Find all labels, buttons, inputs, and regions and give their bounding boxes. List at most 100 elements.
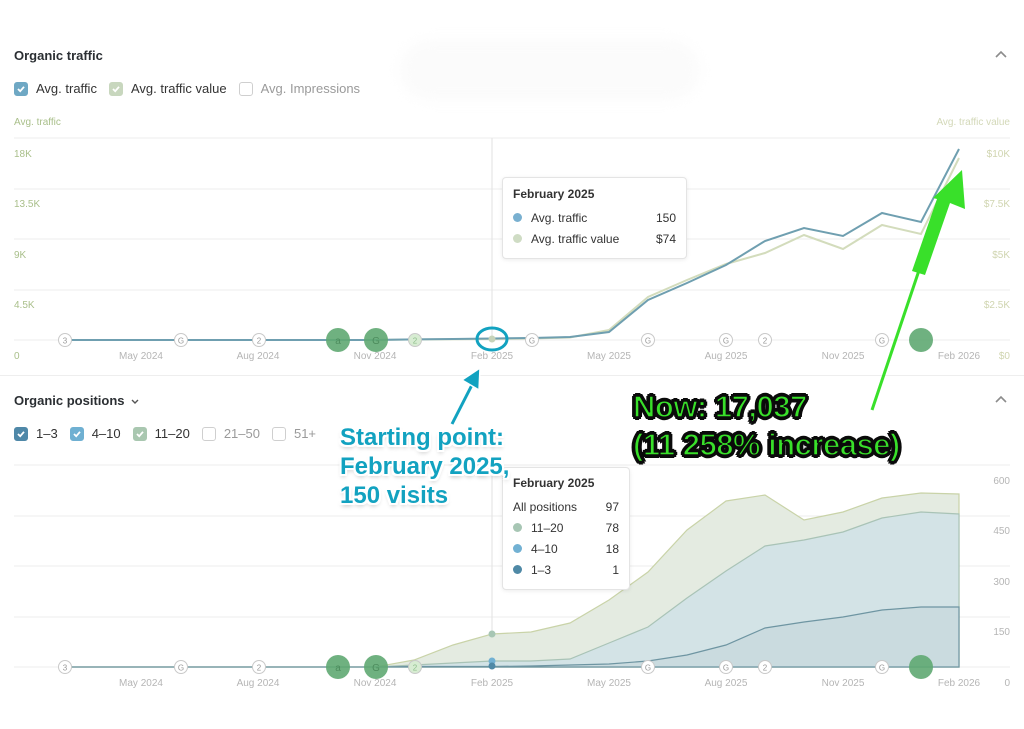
svg-text:Nov 2025: Nov 2025	[822, 351, 865, 362]
checkbox-checked-icon[interactable]	[108, 81, 123, 96]
hovered-point-11-20	[488, 630, 496, 638]
event-marker-2[interactable]: 2	[758, 333, 772, 347]
svg-text:Feb 2025: Feb 2025	[471, 678, 514, 689]
checkbox-unchecked-icon[interactable]	[238, 81, 253, 96]
event-marker-2[interactable]: 2	[252, 333, 266, 347]
event-marker-highlight-a[interactable]: a	[326, 328, 350, 352]
legend-label: Avg. traffic	[36, 81, 97, 96]
tooltip-row: 11–20 78	[513, 517, 619, 538]
traffic-event-markers: 3 G 2 a G 2 G G G 2 G	[58, 328, 933, 352]
checkbox-unchecked-icon[interactable]	[201, 426, 216, 441]
legend-pos-1-3[interactable]: 1–3	[14, 426, 58, 441]
section-divider	[0, 375, 1024, 376]
legend-label: Avg. traffic value	[130, 81, 227, 96]
event-marker-2[interactable]: 2	[252, 660, 266, 674]
svg-text:G: G	[372, 663, 380, 674]
svg-text:May 2024: May 2024	[119, 678, 163, 689]
event-marker-2[interactable]: 2	[408, 660, 422, 674]
tooltip-total-row: All positions 97	[513, 496, 619, 517]
tooltip-value: $74	[655, 231, 676, 246]
current-value-annotation: Now: 17,037 (11 258% increase)	[632, 388, 901, 464]
svg-text:$2.5K: $2.5K	[984, 300, 1010, 311]
event-marker-2[interactable]: 2	[758, 660, 772, 674]
event-marker-highlight-google[interactable]: G	[364, 655, 388, 679]
svg-text:Aug 2024: Aug 2024	[237, 678, 280, 689]
svg-text:G: G	[723, 664, 729, 673]
chevron-up-icon[interactable]	[995, 49, 1007, 61]
green-arrow-icon	[870, 170, 965, 411]
tooltip-label: Avg. traffic value	[531, 231, 620, 246]
svg-text:G: G	[178, 337, 184, 346]
event-marker-google[interactable]: G	[525, 333, 539, 347]
highlight-ellipse	[475, 326, 509, 352]
tooltip-row: Avg. traffic 150	[513, 207, 676, 228]
svg-text:Feb 2026: Feb 2026	[938, 351, 981, 362]
event-marker-google[interactable]: G	[641, 660, 655, 674]
checkbox-checked-icon[interactable]	[69, 426, 84, 441]
event-marker-highlight-google[interactable]: G	[364, 328, 388, 352]
event-marker-google[interactable]: G	[719, 660, 733, 674]
svg-text:May 2024: May 2024	[119, 351, 163, 362]
tooltip-value: 150	[655, 210, 676, 225]
hovered-point-4-10	[488, 657, 496, 665]
hovered-data-point	[488, 335, 496, 343]
svg-text:G: G	[372, 336, 380, 347]
tooltip-value: 18	[605, 541, 619, 556]
legend-avg-impressions[interactable]: Avg. Impressions	[238, 81, 360, 96]
svg-text:4.5K: 4.5K	[14, 300, 35, 311]
event-marker-2[interactable]: 2	[408, 333, 422, 347]
svg-text:0: 0	[14, 351, 20, 362]
annotation-line: 150 visits	[340, 482, 449, 509]
event-marker-3[interactable]: 3	[58, 660, 72, 674]
checkbox-unchecked-icon[interactable]	[271, 426, 286, 441]
event-marker-google[interactable]: G	[174, 660, 188, 674]
svg-text:3: 3	[63, 664, 68, 673]
chevron-up-icon[interactable]	[995, 394, 1007, 406]
event-marker-google[interactable]: G	[875, 660, 889, 674]
legend-pos-21-50[interactable]: 21–50	[201, 426, 260, 441]
series-dot-icon	[513, 565, 522, 574]
organic-positions-title[interactable]: Organic positions	[14, 393, 140, 408]
event-marker-3[interactable]: 3	[58, 333, 72, 347]
svg-text:$0: $0	[999, 351, 1011, 362]
traffic-y-ticks-right: $10K $7.5K $5K $2.5K $0	[984, 149, 1011, 362]
positions-event-markers: 3 G 2 a G 2 G G 2 G	[58, 655, 933, 679]
event-marker-google[interactable]: G	[174, 333, 188, 347]
event-marker-google[interactable]: G	[875, 333, 889, 347]
legend-avg-traffic-value[interactable]: Avg. traffic value	[108, 81, 227, 96]
organic-traffic-title: Organic traffic	[14, 48, 103, 63]
svg-text:2: 2	[413, 664, 418, 673]
positions-y-ticks: 600 450 300 150 0	[993, 476, 1010, 689]
event-marker-highlight-a[interactable]: a	[326, 655, 350, 679]
traffic-y-ticks-left: 18K 13.5K 9K 4.5K 0	[14, 149, 40, 362]
event-marker-highlight[interactable]	[909, 655, 933, 679]
checkbox-checked-icon[interactable]	[14, 81, 28, 96]
series-dot-icon	[513, 523, 522, 532]
legend-pos-11-20[interactable]: 11–20	[132, 426, 190, 441]
series-avg-traffic	[64, 148, 960, 341]
event-marker-google[interactable]: G	[719, 333, 733, 347]
svg-text:G: G	[879, 664, 885, 673]
svg-text:3: 3	[63, 337, 68, 346]
legend-pos-51-plus[interactable]: 51+	[271, 426, 316, 441]
svg-text:G: G	[529, 337, 535, 346]
positions-x-ticks: May 2024 Aug 2024 Nov 2024 Feb 2025 May …	[119, 678, 981, 689]
chevron-down-icon[interactable]	[130, 396, 140, 406]
legend-avg-traffic[interactable]: Avg. traffic	[14, 81, 97, 96]
tooltip-row: 1–3 1	[513, 559, 619, 580]
svg-text:18K: 18K	[14, 149, 32, 160]
svg-text:Aug 2024: Aug 2024	[237, 351, 280, 362]
legend-label: 1–3	[36, 426, 58, 441]
svg-text:May 2025: May 2025	[587, 678, 631, 689]
checkbox-checked-icon[interactable]	[132, 426, 147, 441]
tooltip-label: 4–10	[531, 541, 558, 556]
checkbox-checked-icon[interactable]	[14, 426, 28, 441]
legend-pos-4-10[interactable]: 4–10	[69, 426, 121, 441]
tooltip-row: Avg. traffic value $74	[513, 228, 676, 249]
svg-text:Aug 2025: Aug 2025	[705, 351, 748, 362]
event-marker-google[interactable]: G	[641, 333, 655, 347]
svg-text:Feb 2026: Feb 2026	[938, 678, 981, 689]
event-marker-highlight[interactable]	[909, 328, 933, 352]
tooltip-title: February 2025	[513, 187, 595, 201]
